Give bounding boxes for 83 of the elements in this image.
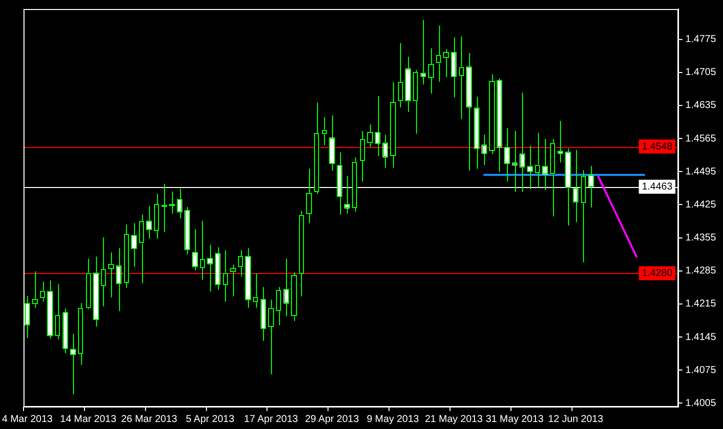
ref-line-label: 1.4463 [642, 181, 673, 192]
candlestick [550, 138, 556, 218]
candlestick [230, 264, 236, 297]
ref-line-label: 1.4548 [642, 141, 673, 152]
candlestick [314, 102, 320, 194]
x-tick-label: 12 Jun 2013 [548, 414, 604, 425]
candlestick [268, 299, 274, 375]
candlestick [443, 48, 449, 78]
candlestick [276, 286, 281, 326]
candlestick [116, 248, 122, 312]
y-tick-label: 1.4565 [685, 133, 716, 144]
candlestick [62, 308, 68, 354]
candlestick [405, 56, 411, 113]
candlestick [398, 42, 403, 108]
candlestick [70, 333, 76, 395]
candlestick [146, 206, 152, 240]
candlestick [420, 19, 426, 86]
candlestick [108, 252, 114, 298]
x-tick-label: 4 Mar 2013 [2, 414, 54, 425]
candlestick [466, 52, 472, 172]
x-tick-label: 5 Apr 2013 [186, 414, 235, 425]
candlestick [436, 25, 441, 82]
y-tick-label: 1.4775 [685, 34, 716, 45]
candlestick [558, 120, 564, 164]
candlestick [245, 248, 251, 308]
candlestick [200, 220, 205, 280]
candlestick [474, 96, 480, 170]
y-tick-label: 1.4635 [685, 100, 716, 112]
candlestick [382, 134, 388, 168]
candlestick [169, 190, 175, 214]
x-tick-label: 26 Mar 2013 [121, 414, 178, 425]
y-tick-label: 1.4425 [685, 199, 716, 210]
candlestick [352, 156, 358, 212]
y-tick-label: 1.4005 [685, 398, 716, 409]
candlestick [207, 244, 213, 292]
y-tick-label: 1.4075 [685, 364, 716, 376]
candlestick [535, 132, 540, 188]
candlestick [329, 114, 335, 172]
x-tick-label: 21 May 2013 [424, 414, 484, 425]
candlestick [459, 36, 464, 120]
y-tick-label: 1.4355 [685, 232, 716, 244]
candlestick [78, 302, 83, 366]
y-tick-label: 1.4215 [685, 298, 716, 310]
candlestick [284, 258, 289, 317]
x-tick-label: 29 Apr 2013 [304, 414, 360, 425]
candlestick [428, 48, 434, 94]
candlestick [298, 210, 304, 297]
candlestick [40, 281, 45, 302]
x-tick-label: 9 May 2013 [366, 414, 420, 425]
candlestick [55, 284, 60, 340]
candlestick [306, 168, 312, 224]
candlestick [184, 206, 190, 255]
y-tick-label: 1.4705 [685, 67, 716, 78]
ref-line-label: 1.4280 [642, 268, 673, 279]
candlestick [580, 170, 586, 263]
candlestick [215, 246, 220, 290]
candlestick [124, 224, 129, 288]
y-tick-label: 1.4495 [685, 166, 716, 178]
x-tick-label: 31 May 2013 [486, 414, 544, 425]
candlestick [253, 272, 258, 308]
candlestick [374, 95, 380, 157]
candlestick [86, 258, 91, 310]
candlestick [32, 270, 38, 308]
candlestick [504, 128, 510, 182]
y-tick-label: 1.4145 [685, 332, 716, 343]
candlestick [100, 236, 106, 307]
candlestick [139, 214, 144, 284]
candlestick [238, 250, 243, 278]
candlestick [360, 130, 366, 182]
candlestick [260, 286, 266, 342]
y-tick-label: 1.4285 [685, 266, 716, 277]
candlestick [47, 280, 53, 339]
candlestick [482, 134, 487, 166]
candlestick [451, 36, 456, 98]
candlestick [322, 116, 327, 146]
x-tick-label: 17 Apr 2013 [244, 414, 298, 425]
candlestick [131, 222, 137, 268]
candlestick [496, 78, 502, 173]
candlestick [222, 250, 228, 302]
x-tick-label: 14 Mar 2013 [60, 414, 117, 425]
candlestick [154, 193, 159, 240]
candlestick [413, 69, 418, 134]
candlestick [367, 124, 373, 148]
